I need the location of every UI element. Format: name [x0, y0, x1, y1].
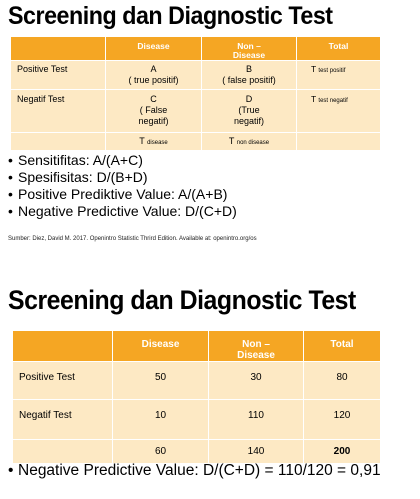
cell-total-disease: T disease	[105, 132, 202, 151]
cell-total-positive: T test positif	[296, 60, 381, 90]
formula-specificity: Spesifisitas: D/(B+D)	[18, 169, 148, 185]
formula-list: • Sensitifitas: A/(A+C) • Spesifisitas: D/…	[8, 152, 237, 220]
bullet-icon: •	[8, 203, 13, 219]
row-label	[12, 439, 113, 464]
cell-total: 80	[303, 361, 381, 400]
header-total: Total	[296, 36, 381, 61]
cell-a: A ( true positif)	[105, 60, 202, 90]
list-item: • Spesifisitas: D/(B+D)	[8, 169, 237, 186]
cell-disease: 50	[112, 361, 209, 400]
cell-d-desc-1: (True	[238, 105, 260, 115]
total-negative-sub: test negatif	[318, 98, 348, 104]
header-non-disease: Non – Disease	[208, 330, 304, 362]
cell-non-disease: 140	[208, 439, 304, 464]
table-row: Negatif Test C ( False negatif) D (True …	[10, 89, 381, 133]
cell-a-desc: ( true positif)	[128, 75, 179, 85]
formula-npv: Negative Predictive Value: D/(C+D)	[18, 203, 237, 219]
total-disease-symbol: T	[139, 136, 145, 146]
list-item: • Sensitifitas: A/(A+C)	[8, 152, 237, 169]
header-empty	[10, 36, 106, 61]
header-total: Total	[303, 330, 381, 362]
cell-total: 200	[303, 439, 381, 464]
row-label: Negatif Test	[12, 399, 113, 440]
total-non-disease-sub: non disease	[236, 140, 270, 146]
header-disease: Disease	[105, 36, 202, 61]
cell-c-desc-2: negatif)	[138, 116, 169, 126]
total-disease-sub: disease	[147, 140, 168, 146]
npv-calculation: • Negative Predictive Value: D/(C+D) = 11…	[8, 462, 381, 480]
header-non-disease-text: Non – Disease	[232, 41, 266, 60]
total-positive-sub: test positif	[318, 68, 346, 74]
cell-d: D (True negatif)	[201, 89, 297, 133]
cell-c-letter: C	[150, 94, 157, 104]
header-disease: Disease	[112, 330, 209, 362]
total-non-disease-symbol: T	[228, 136, 235, 146]
cell-disease: 10	[112, 399, 209, 440]
cell-b-desc: ( false positif)	[222, 75, 276, 85]
cell-non-disease: 110	[208, 399, 304, 440]
cell-d-desc-2: negatif)	[233, 116, 265, 126]
cell-empty	[296, 132, 381, 151]
bullet-icon: •	[8, 186, 13, 202]
cell-b: B ( false positif)	[201, 60, 297, 90]
cell-total-non-disease: T non disease	[201, 132, 297, 151]
bullet-icon: •	[8, 152, 13, 168]
cell-total-negative: T test negatif	[296, 89, 381, 133]
header-empty	[12, 330, 113, 362]
table-row: T disease T non disease	[10, 132, 381, 151]
table-row: Positive Test A ( true positif) B ( fals…	[10, 60, 381, 90]
table-row: 60 140 200	[12, 439, 381, 464]
slide2-table: Disease Non – Disease Total Positive Tes…	[12, 330, 381, 464]
list-item: • Positive Prediktive Value: A/(A+B)	[8, 186, 237, 203]
cell-c: C ( False negatif)	[105, 89, 202, 133]
npv-text: Negative Predictive Value: D/(C+D) = 110…	[18, 462, 381, 479]
cell-c-desc-1: ( False	[139, 105, 168, 115]
slide1-table: Disease Non – Disease Total Positive Tes…	[10, 36, 381, 151]
formula-sensitivity: Sensitifitas: A/(A+C)	[18, 152, 143, 168]
header-non-disease: Non – Disease	[201, 36, 297, 61]
row-label: Negatif Test	[10, 89, 106, 133]
header-non-disease-text: Non – Disease	[237, 339, 275, 361]
cell-empty	[10, 132, 106, 151]
total-positive-symbol: T	[311, 64, 317, 74]
table-row: Positive Test 50 30 80	[12, 361, 381, 400]
cell-a-letter: A	[150, 64, 157, 74]
row-label: Positive Test	[12, 361, 113, 400]
cell-total: 120	[303, 399, 381, 440]
slide2-title: Screening dan Diagnostic Test	[8, 285, 356, 315]
cell-non-disease: 30	[208, 361, 304, 400]
total-negative-symbol: T	[311, 94, 317, 104]
cell-d-letter: D	[245, 94, 253, 104]
row-label: Positive Test	[10, 60, 106, 90]
source-citation: Sumber: Diez, David M. 2017. Openintro S…	[8, 236, 257, 242]
bullet-icon: •	[8, 462, 14, 479]
list-item: • Negative Predictive Value: D/(C+D)	[8, 203, 237, 220]
table-row: Negatif Test 10 110 120	[12, 399, 381, 440]
formula-ppv: Positive Prediktive Value: A/(A+B)	[18, 186, 228, 202]
bullet-icon: •	[8, 169, 13, 185]
cell-disease: 60	[112, 439, 209, 464]
cell-b-letter: B	[245, 64, 252, 74]
slide1-title: Screening dan Diagnostic Test	[8, 2, 333, 30]
